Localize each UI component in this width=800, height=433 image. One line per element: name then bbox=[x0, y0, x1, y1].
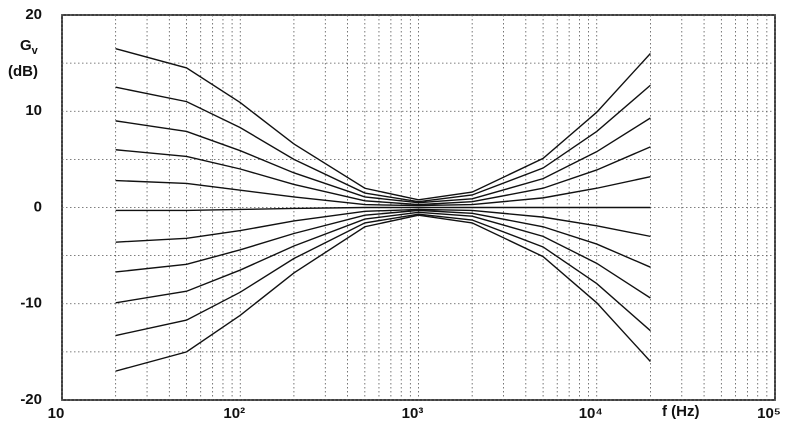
y-axis-label: Gv bbox=[20, 37, 39, 57]
y-tick-label: -10 bbox=[20, 295, 42, 312]
x-tick-label: 10 bbox=[48, 405, 65, 422]
y-tick-label: -20 bbox=[20, 391, 42, 408]
curve bbox=[115, 84, 651, 203]
x-tick-label: 10³ bbox=[402, 405, 424, 422]
curve bbox=[115, 214, 651, 372]
curve bbox=[115, 146, 651, 206]
x-tick-label: 10⁴ bbox=[579, 405, 603, 422]
curve bbox=[115, 176, 651, 207]
x-axis-label: f (Hz) bbox=[662, 403, 700, 420]
curve bbox=[115, 206, 651, 212]
curve bbox=[115, 213, 651, 337]
curve bbox=[115, 208, 651, 243]
y-tick-label: 0 bbox=[34, 198, 42, 215]
x-tick-label: 10² bbox=[223, 405, 245, 422]
curve bbox=[115, 117, 651, 204]
curve bbox=[115, 48, 651, 201]
y-tick-label: 20 bbox=[25, 6, 42, 23]
curve bbox=[115, 209, 651, 273]
curve bbox=[115, 211, 651, 304]
y-tick-label: 10 bbox=[25, 102, 42, 119]
y-axis-unit: (dB) bbox=[8, 63, 38, 80]
x-tick-label: 10⁵ bbox=[757, 405, 781, 422]
